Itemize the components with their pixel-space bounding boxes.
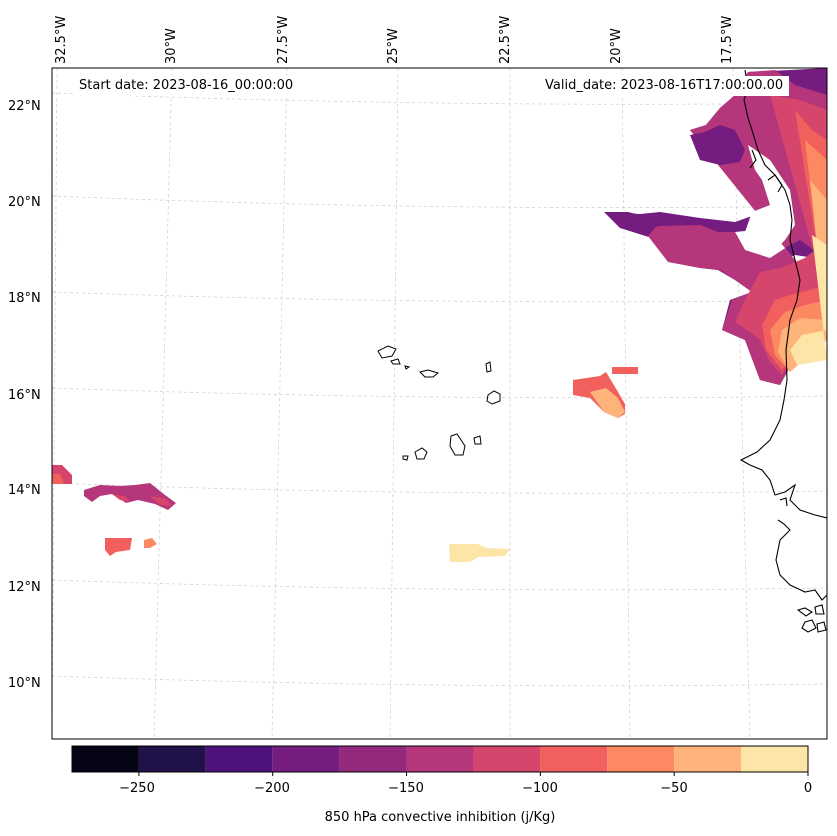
- cin-region-purple-mid: [604, 212, 755, 232]
- colorbar-segment: [406, 746, 474, 772]
- colorbar-segment: [540, 746, 608, 772]
- cin-region-light-orange: [778, 180, 827, 372]
- latitude-label-20n: 20°N: [8, 195, 41, 210]
- island-brava: [402, 455, 409, 461]
- longitude-label-22-5w: 22.5°W: [498, 15, 513, 64]
- colorbar-frame: [71, 745, 809, 773]
- colorbar-tick-label: −150: [388, 781, 424, 796]
- longitude-label-27-5w: 27.5°W: [276, 15, 291, 64]
- island-fogo: [414, 447, 428, 460]
- colorbar-tick-label: −200: [254, 781, 290, 796]
- longitude-label-32-5w: 32.5°W: [54, 15, 69, 64]
- cin-region-yellow: [790, 235, 827, 365]
- island-maio: [473, 435, 482, 445]
- island-santa-luzia: [404, 365, 411, 370]
- longitude-gridlines: [52, 68, 751, 739]
- longitude-label-25w: 25°W: [386, 28, 401, 64]
- latitude-label-16n: 16°N: [8, 388, 41, 403]
- cin-patch-southeast-cv-inner: [590, 388, 625, 418]
- cin-region-gap: [745, 145, 795, 255]
- colorbar-segment: [72, 746, 139, 772]
- african-coastline: [739, 69, 827, 633]
- colorbar-label: 850 hPa convective inhibition (j/Kg): [324, 810, 556, 825]
- latitude-label-14n: 14°N: [8, 483, 41, 498]
- cin-patch-west-edge-inner: [52, 474, 64, 484]
- colorbar-segment: [607, 746, 675, 772]
- colorbar-segment: [205, 746, 273, 772]
- map-frame: [51, 67, 828, 740]
- colorbar-segment: [674, 746, 742, 772]
- island-sal: [485, 361, 492, 373]
- cin-patch-13n-a: [105, 538, 132, 556]
- island-sao-nicolau: [419, 369, 440, 378]
- latitude-label-12n: 12°N: [8, 580, 41, 595]
- colorbar-tick-label: 0: [803, 781, 813, 796]
- latitude-label-18n: 18°N: [8, 291, 41, 306]
- valid-date-label: Valid_date: 2023-08-16T17:00:00.00: [539, 76, 790, 96]
- cin-field-coast: [604, 68, 827, 385]
- cin-field-patches: [52, 367, 638, 562]
- start-date-label: Start date: 2023-08-16_00:00:00: [73, 76, 300, 96]
- island-boa-vista: [486, 390, 501, 405]
- colorbar-tick-label: −100: [522, 781, 558, 796]
- longitude-label-30w: 30°W: [164, 28, 179, 64]
- cin-patch-yellow-south: [449, 544, 510, 562]
- colorbar-segment: [473, 746, 541, 772]
- longitude-label-17-5w: 17.5°W: [720, 15, 735, 64]
- colorbar-tick-label: −250: [119, 781, 155, 796]
- latitude-label-10n: 10°N: [8, 676, 41, 691]
- colorbar-segment: [741, 746, 808, 772]
- cin-patch-small-east: [612, 367, 638, 374]
- cabo-verde-islands: [377, 345, 501, 461]
- colorbar: [71, 745, 809, 776]
- colorbar-segment: [339, 746, 407, 772]
- island-sao-vicente: [390, 358, 401, 365]
- longitude-label-20w: 20°W: [609, 28, 624, 64]
- cin-region-purple-north: [690, 125, 745, 165]
- island-santiago: [449, 433, 466, 456]
- colorbar-tick-label: −50: [660, 781, 688, 796]
- colorbar-segment: [138, 746, 206, 772]
- colorbar-segment: [272, 746, 340, 772]
- latitude-label-22n: 22°N: [8, 99, 41, 114]
- island-santo-antao: [377, 345, 397, 359]
- map-background: [52, 68, 827, 739]
- latitude-gridlines: [52, 92, 827, 687]
- cin-patch-band-14n-inner: [112, 494, 172, 506]
- cin-patch-band-14n: [84, 483, 176, 510]
- cin-patch-13n-b: [144, 538, 157, 548]
